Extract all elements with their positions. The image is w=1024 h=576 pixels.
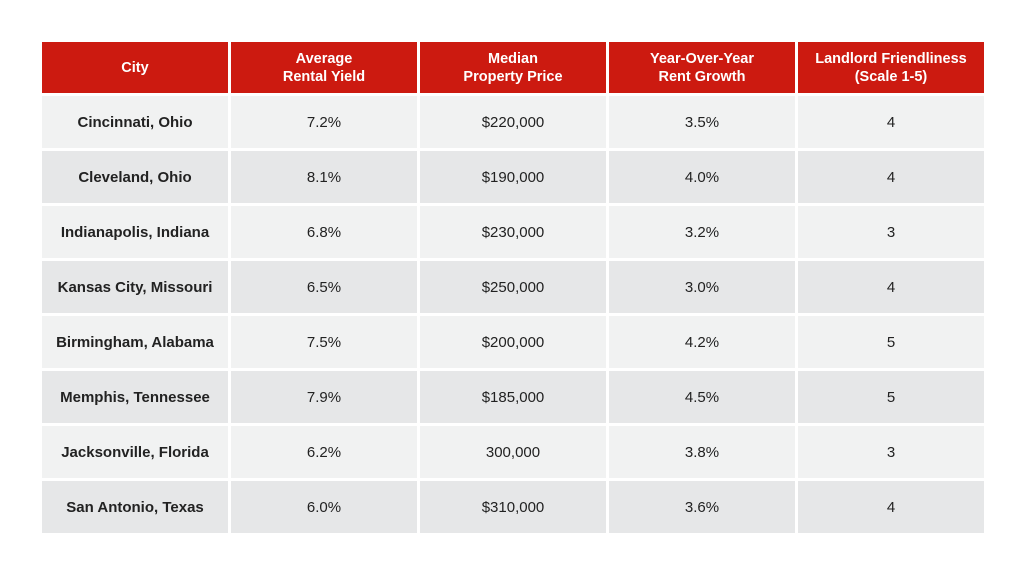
cell-property-price: $190,000	[420, 151, 606, 203]
table-row: Jacksonville, Florida 6.2% 300,000 3.8% …	[42, 426, 984, 478]
cell-property-price: $310,000	[420, 481, 606, 533]
rental-markets-table: City Average Rental Yield Median Propert…	[39, 39, 987, 536]
cell-rental-yield: 7.2%	[231, 96, 417, 148]
table-row: Memphis, Tennessee 7.9% $185,000 4.5% 5	[42, 371, 984, 423]
cell-rental-yield: 8.1%	[231, 151, 417, 203]
cell-landlord-score: 4	[798, 151, 984, 203]
header-growth-line-1: Year-Over-Year	[650, 50, 754, 67]
header-row: City Average Rental Yield Median Propert…	[42, 42, 984, 93]
cell-rent-growth: 3.5%	[609, 96, 795, 148]
cell-property-price: $185,000	[420, 371, 606, 423]
cell-property-price: $220,000	[420, 96, 606, 148]
cell-rental-yield: 6.2%	[231, 426, 417, 478]
cell-rental-yield: 6.8%	[231, 206, 417, 258]
cell-landlord-score: 4	[798, 96, 984, 148]
cell-rent-growth: 3.2%	[609, 206, 795, 258]
cell-rental-yield: 7.9%	[231, 371, 417, 423]
header-median-property-price: Median Property Price	[420, 42, 606, 93]
cell-city: Cleveland, Ohio	[42, 151, 228, 203]
cell-city: Birmingham, Alabama	[42, 316, 228, 368]
cell-city: San Antonio, Texas	[42, 481, 228, 533]
cell-city: Jacksonville, Florida	[42, 426, 228, 478]
header-landlord-line-1: Landlord Friendliness	[815, 50, 967, 67]
cell-landlord-score: 3	[798, 206, 984, 258]
cell-city: Kansas City, Missouri	[42, 261, 228, 313]
cell-property-price: $200,000	[420, 316, 606, 368]
cell-landlord-score: 5	[798, 371, 984, 423]
table-row: Kansas City, Missouri 6.5% $250,000 3.0%…	[42, 261, 984, 313]
header-landlord-line-2: (Scale 1-5)	[854, 68, 928, 85]
table-header: City Average Rental Yield Median Propert…	[42, 42, 984, 93]
header-city-line-1: City	[121, 59, 149, 76]
cell-property-price: $230,000	[420, 206, 606, 258]
cell-landlord-score: 3	[798, 426, 984, 478]
cell-property-price: $250,000	[420, 261, 606, 313]
table-body: Cincinnati, Ohio 7.2% $220,000 3.5% 4 Cl…	[42, 96, 984, 533]
cell-rental-yield: 7.5%	[231, 316, 417, 368]
cell-city: Cincinnati, Ohio	[42, 96, 228, 148]
table-row: Birmingham, Alabama 7.5% $200,000 4.2% 5	[42, 316, 984, 368]
header-price-line-1: Median	[488, 50, 538, 67]
header-city: City	[42, 42, 228, 93]
cell-city: Memphis, Tennessee	[42, 371, 228, 423]
cell-rent-growth: 3.8%	[609, 426, 795, 478]
cell-landlord-score: 5	[798, 316, 984, 368]
cell-property-price: 300,000	[420, 426, 606, 478]
cell-landlord-score: 4	[798, 261, 984, 313]
cell-rent-growth: 4.5%	[609, 371, 795, 423]
cell-city: Indianapolis, Indiana	[42, 206, 228, 258]
cell-rent-growth: 3.0%	[609, 261, 795, 313]
header-yield-line-1: Average	[295, 50, 353, 67]
header-yield-line-2: Rental Yield	[282, 68, 366, 85]
header-price-line-2: Property Price	[463, 68, 563, 85]
header-landlord-friendliness: Landlord Friendliness (Scale 1-5)	[798, 42, 984, 93]
cell-rental-yield: 6.0%	[231, 481, 417, 533]
table-row: Cleveland, Ohio 8.1% $190,000 4.0% 4	[42, 151, 984, 203]
table-row: Indianapolis, Indiana 6.8% $230,000 3.2%…	[42, 206, 984, 258]
header-average-rental-yield: Average Rental Yield	[231, 42, 417, 93]
cell-landlord-score: 4	[798, 481, 984, 533]
cell-rental-yield: 6.5%	[231, 261, 417, 313]
rental-markets-table-container: City Average Rental Yield Median Propert…	[42, 42, 984, 533]
cell-rent-growth: 3.6%	[609, 481, 795, 533]
table-row: San Antonio, Texas 6.0% $310,000 3.6% 4	[42, 481, 984, 533]
header-growth-line-2: Rent Growth	[658, 68, 746, 85]
cell-rent-growth: 4.2%	[609, 316, 795, 368]
cell-rent-growth: 4.0%	[609, 151, 795, 203]
table-row: Cincinnati, Ohio 7.2% $220,000 3.5% 4	[42, 96, 984, 148]
header-rent-growth: Year-Over-Year Rent Growth	[609, 42, 795, 93]
